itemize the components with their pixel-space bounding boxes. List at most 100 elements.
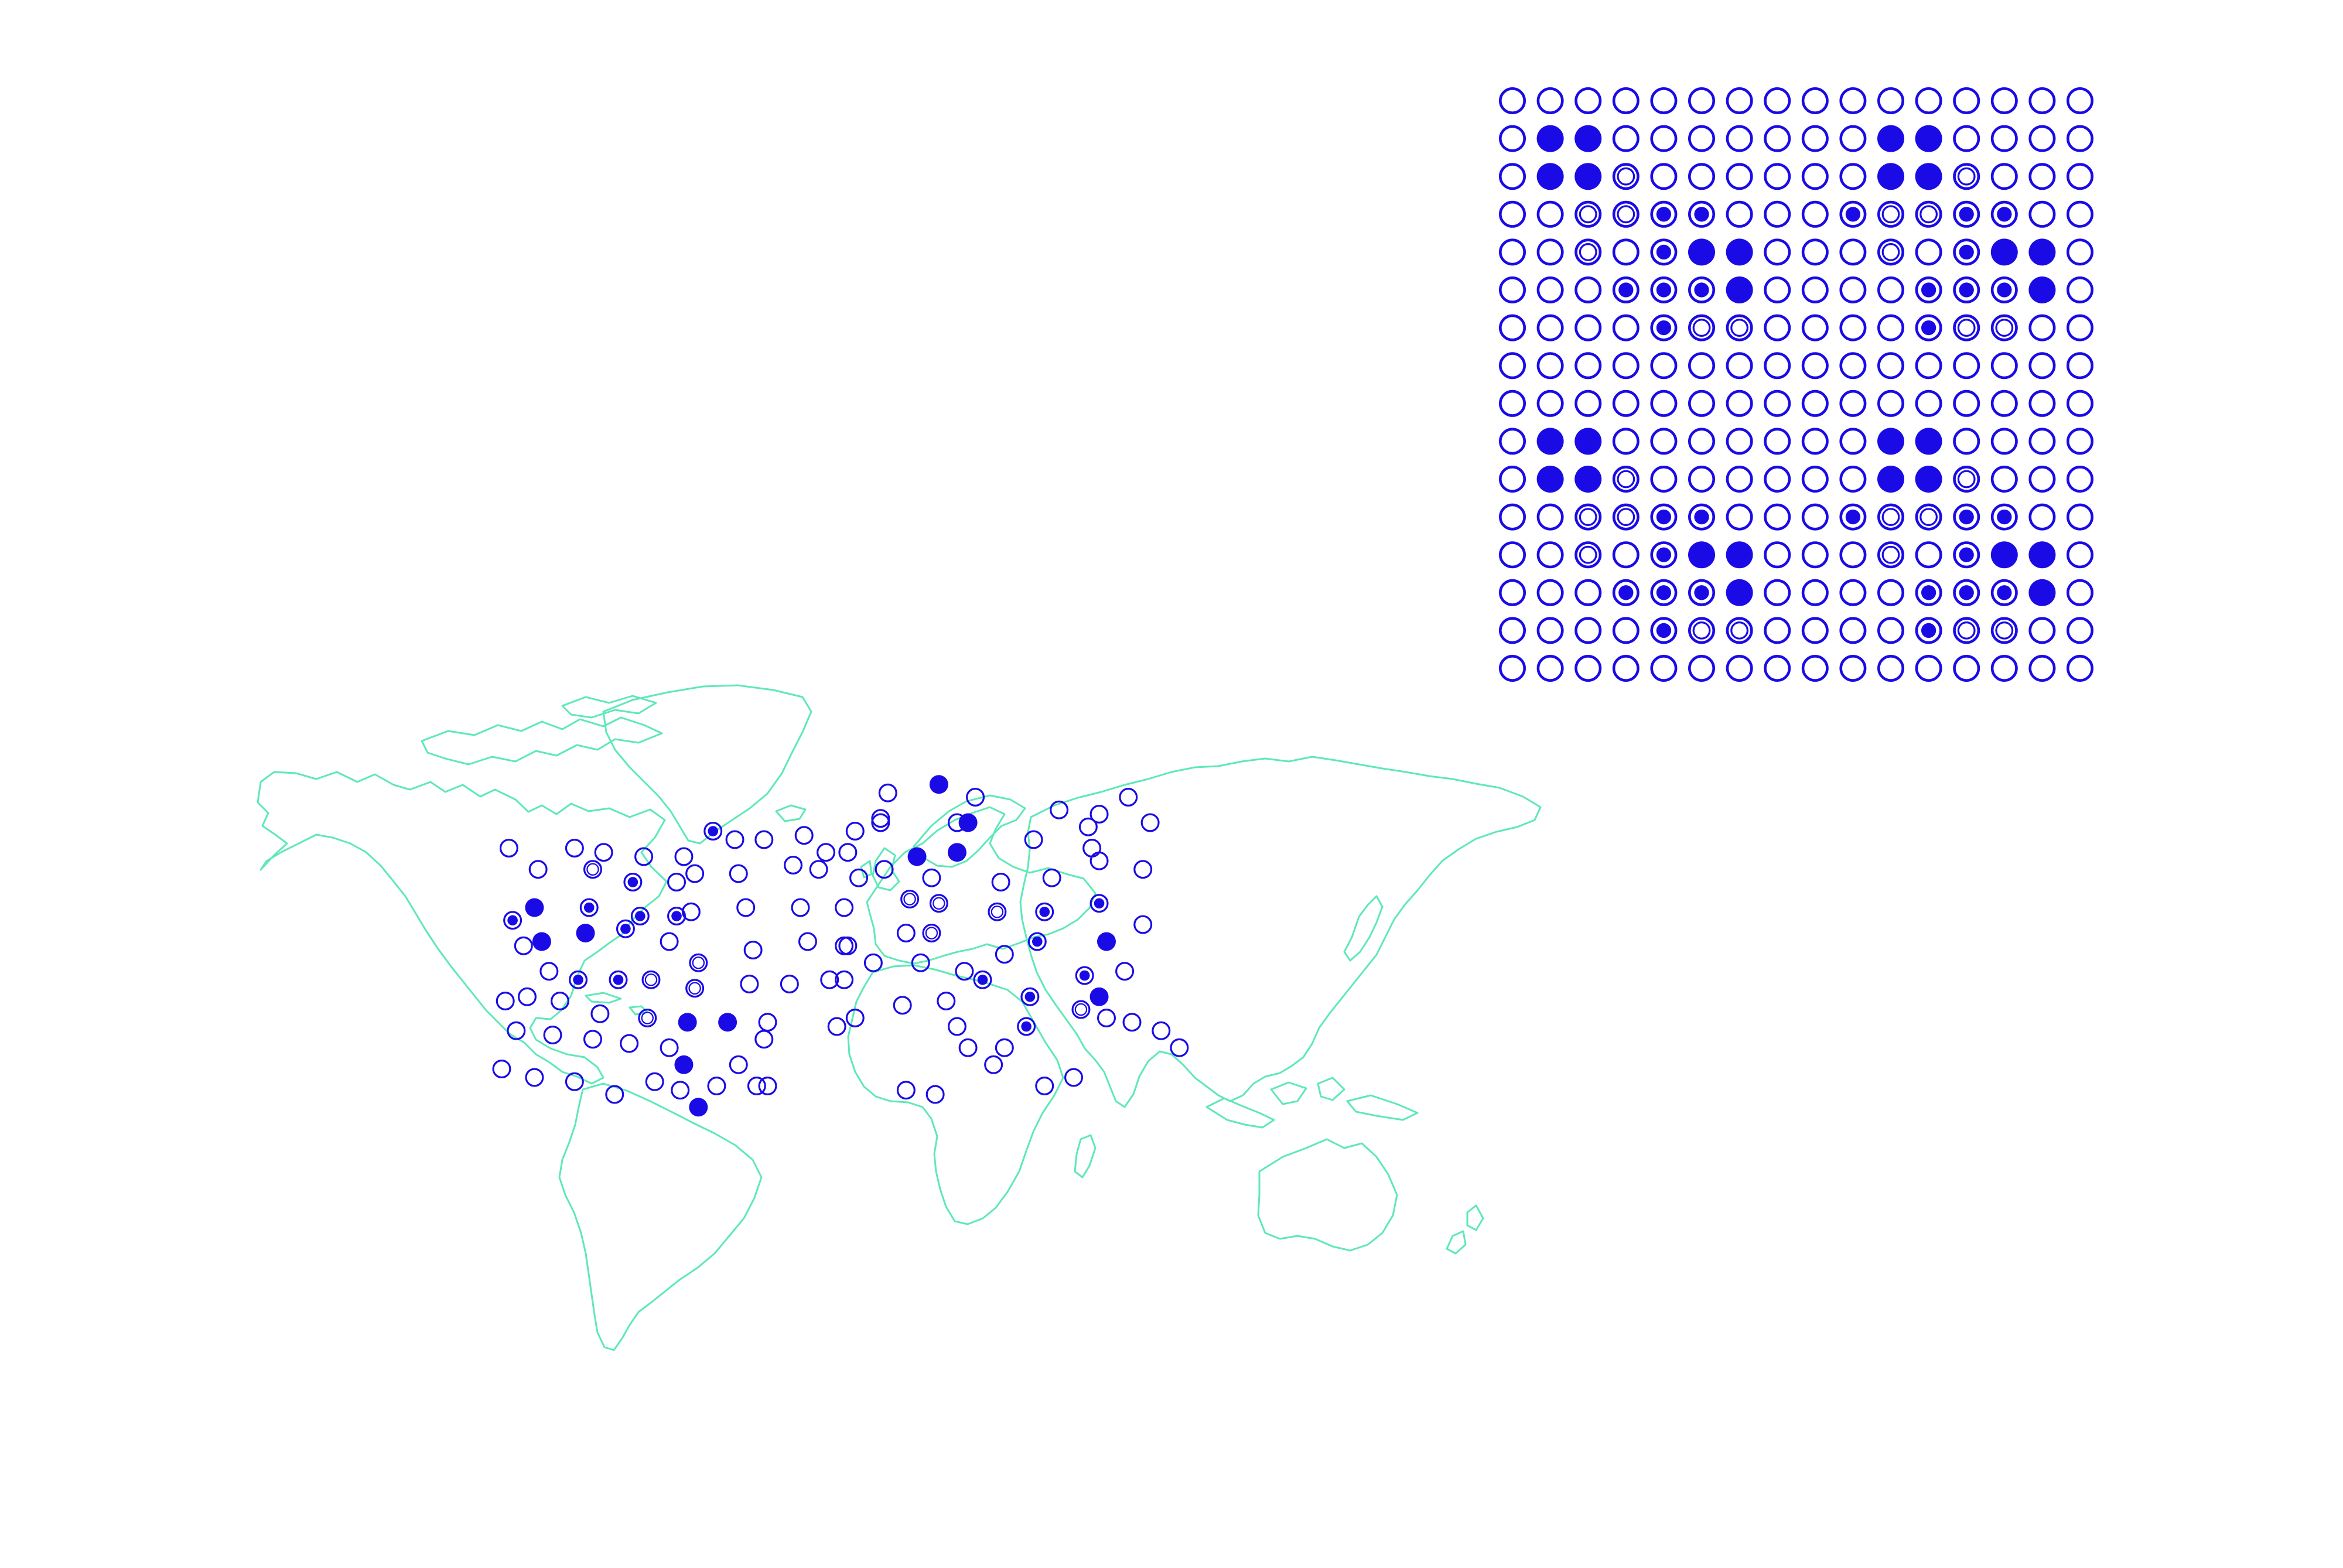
grid-marker-hollow: [1915, 390, 1942, 417]
map-marker-hollow: [845, 1008, 865, 1027]
grid-marker-hollow: [1612, 125, 1640, 152]
grid-marker-hollow: [2028, 503, 2056, 531]
grid-marker-hollow: [1877, 276, 1905, 303]
grid-marker-hollow: [1536, 87, 1564, 115]
grid-marker-filled: [1726, 579, 1753, 606]
map-marker-hollow: [594, 843, 613, 862]
coastline-madagascar: [1074, 1134, 1097, 1178]
map-marker-hollow: [528, 860, 548, 879]
grid-marker-filled: [1915, 466, 1942, 493]
map-marker-dot-in-ring: [503, 911, 522, 930]
grid-marker-hollow: [1764, 579, 1791, 606]
grid-marker-ring-in-ring: [1953, 617, 1980, 644]
grid-marker-hollow: [1688, 655, 1716, 682]
grid-marker-filled: [1574, 428, 1602, 455]
map-marker-hollow: [820, 970, 839, 989]
grid-marker-ring-in-ring: [1953, 163, 1980, 190]
grid-marker-dot-in-ring: [1953, 541, 1980, 569]
map-marker-hollow: [685, 864, 705, 883]
map-marker-hollow: [871, 809, 890, 828]
grid-marker-dot-in-ring: [1839, 200, 1867, 228]
map-marker-hollow: [995, 1038, 1014, 1057]
grid-marker-hollow: [1612, 617, 1640, 644]
grid-marker-filled: [1536, 163, 1564, 190]
grid-marker-hollow: [1839, 655, 1867, 682]
grid-marker-ring-in-ring: [1612, 163, 1640, 190]
map-marker-hollow: [660, 1038, 679, 1057]
grid-marker-hollow: [1536, 276, 1564, 303]
map-marker-hollow: [1119, 787, 1138, 807]
grid-marker-hollow: [1726, 428, 1753, 455]
grid-marker-hollow: [1536, 655, 1564, 682]
grid-marker-filled: [2028, 276, 2056, 303]
grid-marker-hollow: [1764, 428, 1791, 455]
map-marker-dot-in-ring: [616, 919, 635, 938]
grid-marker-dot-in-ring: [1612, 276, 1640, 303]
map-marker-hollow: [583, 1030, 602, 1049]
coastline-south-america: [558, 1082, 763, 1351]
grid-marker-dot-in-ring: [1915, 617, 1942, 644]
coastline-iceland: [775, 804, 807, 822]
marker-grid: [1499, 87, 2094, 682]
map-marker-filled: [718, 1013, 737, 1032]
grid-marker-hollow: [1612, 428, 1640, 455]
grid-marker-hollow: [2067, 200, 2094, 228]
grid-marker-hollow: [2067, 541, 2094, 569]
grid-marker-hollow: [1499, 541, 1526, 569]
grid-marker-hollow: [1726, 503, 1753, 531]
map-marker-hollow: [1050, 800, 1069, 819]
map-marker-hollow: [1078, 817, 1098, 836]
grid-marker-hollow: [1726, 200, 1753, 228]
grid-marker-hollow: [1499, 465, 1526, 493]
grid-marker-hollow: [1801, 314, 1829, 341]
grid-marker-hollow: [1801, 87, 1829, 115]
grid-marker-dot-in-ring: [1839, 503, 1867, 531]
grid-marker-ring-in-ring: [1726, 617, 1753, 644]
map-marker-dot-in-ring: [569, 970, 588, 989]
grid-marker-hollow: [1536, 541, 1564, 569]
map-marker-hollow: [922, 868, 941, 887]
grid-marker-hollow: [1915, 352, 1942, 380]
grid-marker-ring-in-ring: [1915, 200, 1942, 228]
grid-marker-hollow: [1839, 163, 1867, 190]
grid-marker-hollow: [1612, 238, 1640, 266]
grid-marker-hollow: [1574, 655, 1602, 682]
grid-marker-hollow: [1650, 655, 1678, 682]
grid-marker-hollow: [1915, 655, 1942, 682]
grid-marker-dot-in-ring: [1650, 200, 1678, 228]
map-marker-dot-in-ring: [1035, 902, 1054, 921]
grid-marker-hollow: [2067, 390, 2094, 417]
grid-marker-hollow: [1764, 276, 1791, 303]
grid-marker-hollow: [1801, 200, 1829, 228]
grid-marker-hollow: [1839, 276, 1867, 303]
grid-marker-hollow: [1915, 541, 1942, 569]
grid-marker-filled: [1915, 125, 1942, 152]
grid-marker-hollow: [1990, 87, 2018, 115]
grid-marker-filled: [1915, 163, 1942, 190]
grid-marker-hollow: [1990, 390, 2018, 417]
grid-marker-dot-in-ring: [1990, 503, 2018, 531]
grid-marker-hollow: [1839, 390, 1867, 417]
grid-marker-hollow: [1839, 238, 1867, 266]
grid-marker-dot-in-ring: [1650, 238, 1678, 266]
grid-marker-hollow: [1499, 579, 1526, 606]
grid-marker-hollow: [1499, 503, 1526, 531]
map-marker-hollow: [780, 974, 799, 993]
map-marker-hollow: [507, 1021, 526, 1040]
grid-marker-ring-in-ring: [1915, 503, 1942, 531]
grid-marker-hollow: [1536, 579, 1564, 606]
grid-marker-ring-in-ring: [1612, 465, 1640, 493]
map-marker-hollow: [1024, 830, 1043, 849]
map-marker-dot-in-ring: [579, 898, 599, 917]
grid-marker-hollow: [1536, 352, 1564, 380]
grid-marker-filled: [1726, 238, 1753, 266]
grid-marker-hollow: [1536, 617, 1564, 644]
grid-marker-hollow: [1499, 125, 1526, 152]
map-marker-hollow: [896, 923, 916, 942]
map-marker-ring-in-ring: [922, 923, 941, 942]
grid-marker-filled: [1726, 276, 1753, 303]
map-marker-hollow: [499, 838, 518, 858]
grid-marker-hollow: [2067, 87, 2094, 115]
grid-marker-hollow: [1877, 617, 1905, 644]
